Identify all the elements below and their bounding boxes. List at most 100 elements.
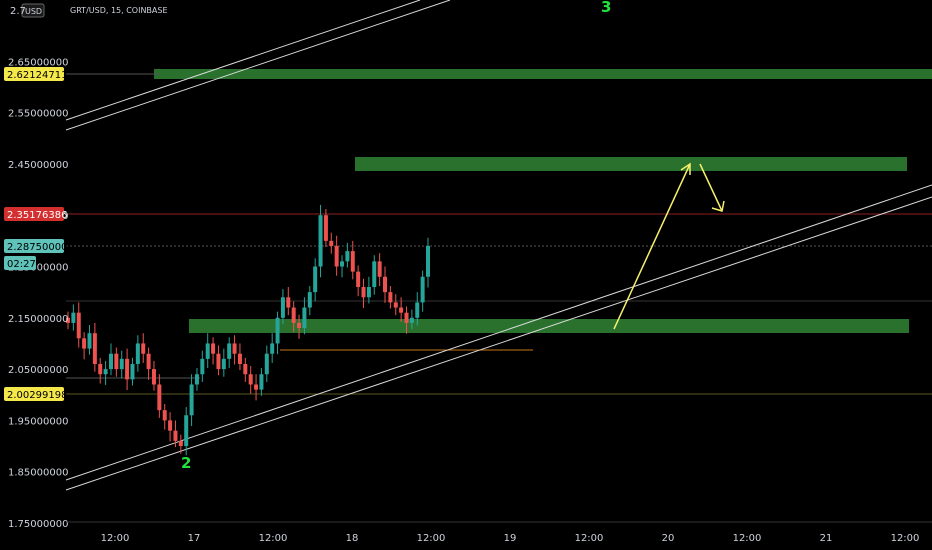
candle-body	[119, 358, 124, 370]
candle-body	[243, 363, 248, 375]
candle-body	[200, 358, 205, 375]
candle-body	[227, 343, 232, 359]
lower-channel-line-1	[65, 184, 932, 481]
x-tick-label: 12:00	[259, 533, 288, 544]
projection-arrow	[613, 162, 725, 330]
candle-body	[297, 322, 302, 329]
candle-body	[409, 317, 414, 323]
candle-body	[211, 343, 216, 354]
y-tick-label: 2.65000000	[8, 57, 68, 68]
price-badge-label: 2.62124711	[7, 70, 67, 81]
support-zone	[189, 319, 909, 333]
candle-body	[141, 343, 146, 354]
candle-body	[178, 440, 183, 447]
price-badge-bg	[4, 207, 64, 221]
candle-body	[350, 251, 355, 272]
candle-body	[103, 369, 108, 375]
price-badge-bg	[4, 67, 64, 81]
candle-body	[87, 333, 92, 349]
candle-body	[216, 353, 221, 370]
target-zone	[355, 157, 907, 171]
candle-body	[189, 384, 194, 416]
candle-body	[366, 287, 371, 298]
candle-body	[151, 369, 156, 385]
candle-body	[130, 363, 135, 380]
candle-body	[135, 343, 140, 364]
candle-body	[318, 215, 323, 267]
upper-channel-line-2	[65, 0, 451, 131]
y-tick-label: 1.95000000	[8, 416, 68, 427]
candle-body	[184, 415, 189, 447]
currency-label: USD	[25, 7, 42, 16]
y-tick-label: 2.15000000	[8, 314, 68, 325]
y-tick-label: 2.05000000	[8, 365, 68, 376]
time-axis[interactable]: 12:00 17 12:00 18 12:00 19 12:00 20 12:00 21 12:00	[101, 533, 920, 544]
price-badges: 2.62124711 2.35176386 2.28750000 02:27 2.002…	[4, 67, 67, 401]
candle-body	[291, 307, 296, 323]
y-tick-label: 1.85000000	[8, 468, 68, 479]
candle-body	[340, 261, 345, 267]
candle-body	[108, 353, 113, 370]
candle-body	[157, 384, 162, 411]
candle-body	[361, 287, 366, 298]
candles-group	[66, 204, 430, 456]
candle-body	[426, 245, 430, 277]
price-badge-bg	[4, 256, 36, 270]
y-tick-label: 1.75000000	[8, 519, 68, 530]
y-tick-label: 2.25000000	[8, 263, 68, 274]
candle-body	[334, 245, 339, 267]
candle-body	[168, 420, 173, 431]
resistance-zone-top	[154, 69, 932, 79]
candle-body	[302, 307, 307, 329]
candle-body	[205, 343, 210, 359]
price-badge-bg	[4, 239, 64, 253]
candle-body	[372, 261, 377, 288]
candle-body	[313, 266, 318, 293]
candle-body	[280, 297, 285, 318]
candle-body	[383, 276, 388, 293]
x-tick-label: 12:00	[891, 533, 920, 544]
candle-body	[329, 240, 334, 246]
candle-body	[264, 353, 269, 375]
candle-body	[114, 353, 119, 370]
candle-body	[162, 410, 167, 421]
candle-body	[146, 353, 151, 370]
candle-body	[286, 297, 291, 308]
x-tick-label: 19	[504, 533, 517, 544]
candle-body	[194, 374, 199, 385]
price-badge-label: 2.00299198	[7, 390, 67, 401]
candle-body	[345, 251, 350, 262]
currency-badge[interactable]	[21, 3, 45, 18]
candle-body	[388, 292, 393, 303]
y-tick-top-partial: 2.7	[10, 6, 26, 17]
candle-body	[323, 215, 328, 241]
x-tick-label: 20	[662, 533, 675, 544]
candle-body	[92, 333, 97, 364]
candle-body	[415, 302, 420, 318]
lower-channel-line-2	[65, 196, 932, 491]
x-tick-label: 12:00	[101, 533, 130, 544]
price-badge-label: 2.28750000	[7, 242, 67, 253]
wave-label-2: 2	[181, 454, 191, 472]
candle-body	[221, 358, 226, 370]
candle-body	[270, 343, 275, 354]
x-tick-label: 12:00	[575, 533, 604, 544]
candle-body	[237, 353, 242, 364]
symbol-title: GRT/USD, 15, COINBASE	[70, 6, 168, 15]
price-badge-label: 2.35176386	[7, 210, 67, 221]
candle-body	[393, 302, 398, 308]
candle-body	[404, 312, 409, 323]
candle-body	[275, 317, 280, 344]
y-tick-label: 2.45000000	[8, 160, 68, 171]
y-tick-label: 2.55000000	[8, 109, 68, 120]
x-tick-label: 21	[820, 533, 833, 544]
candle-body	[66, 317, 70, 323]
x-tick-label: 18	[346, 533, 359, 544]
price-badge-label: 02:27	[7, 259, 36, 270]
x-tick-label: 12:00	[417, 533, 446, 544]
candle-body	[76, 312, 81, 339]
candle-body	[356, 271, 361, 288]
candle-body	[98, 363, 103, 375]
